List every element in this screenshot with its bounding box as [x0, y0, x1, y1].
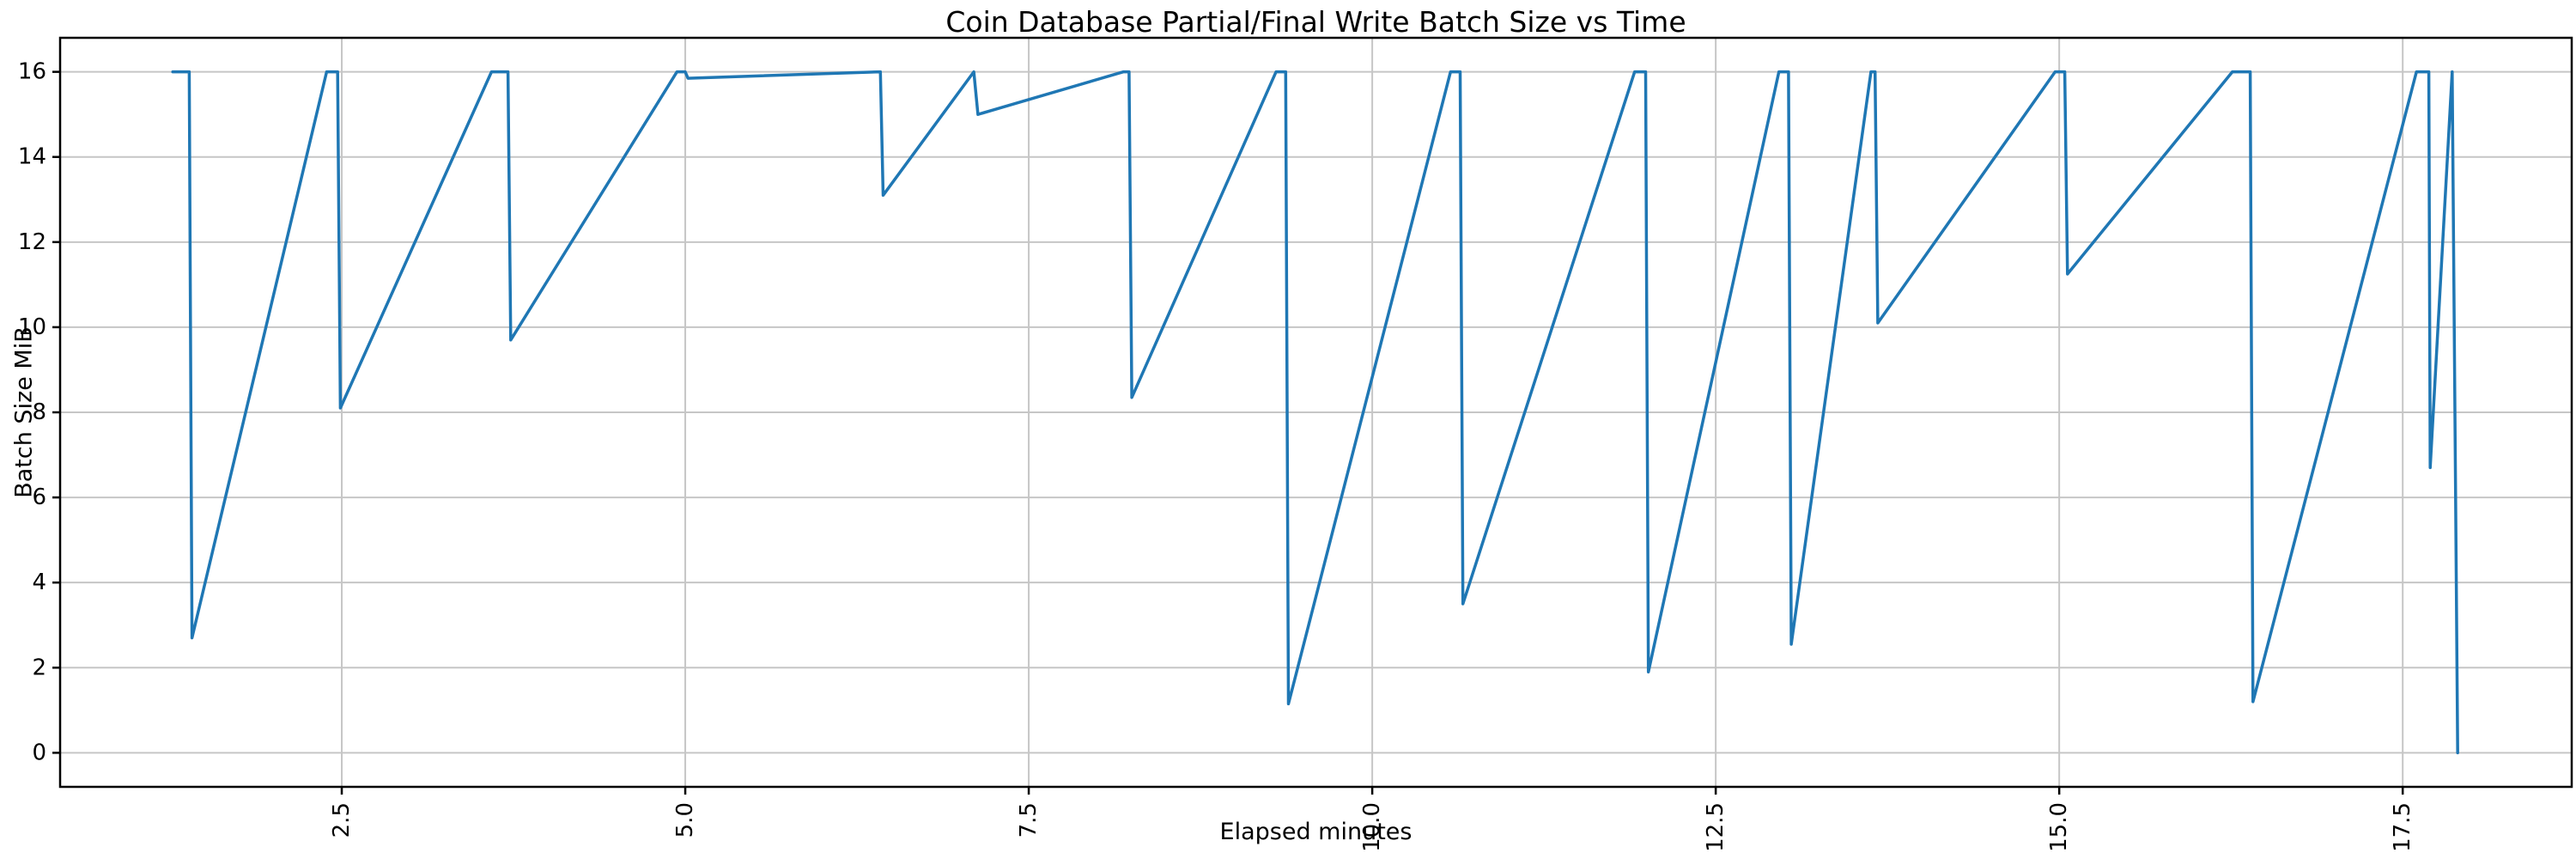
y-tick-label: 2 [32, 655, 46, 680]
series-line [171, 70, 2459, 755]
y-axis-label: Batch Size MiB [10, 326, 38, 498]
x-tick-label: 15.0 [2046, 802, 2072, 852]
x-axis-label: Elapsed minutes [1219, 819, 1413, 845]
x-tick-label: 7.5 [1016, 802, 1042, 838]
x-tick-label: 5.0 [672, 802, 698, 838]
x-tick-label: 12.5 [1703, 802, 1728, 852]
y-tick-label: 4 [32, 570, 46, 595]
y-tick-label: 8 [32, 399, 46, 425]
y-tick-label: 12 [18, 229, 46, 255]
y-tick-label: 6 [32, 484, 46, 510]
y-tick-label: 16 [18, 59, 46, 85]
x-tick-label: 2.5 [329, 802, 355, 838]
y-tick-label: 14 [18, 144, 46, 170]
y-tick-label: 10 [18, 314, 46, 340]
chart-title: Coin Database Partial/Final Write Batch … [945, 5, 1686, 39]
x-tick-label: 17.5 [2390, 802, 2415, 852]
y-tick-label: 0 [32, 740, 46, 765]
x-tick-label: 10.0 [1359, 802, 1385, 852]
